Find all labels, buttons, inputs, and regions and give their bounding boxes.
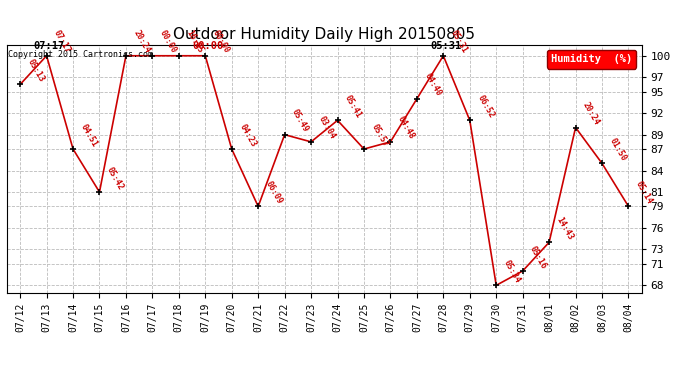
Text: 05:13: 05:13 (26, 57, 46, 84)
Text: 07:17: 07:17 (34, 41, 65, 51)
Text: 05:14: 05:14 (634, 180, 654, 206)
Text: 16:05: 16:05 (184, 29, 205, 55)
Text: 14:43: 14:43 (555, 215, 575, 242)
Text: 04:40: 04:40 (422, 72, 443, 98)
Text: 07:17: 07:17 (52, 29, 72, 55)
Text: 04:23: 04:23 (237, 122, 257, 148)
Text: 00:00: 00:00 (193, 41, 224, 51)
Title: Outdoor Humidity Daily High 20150805: Outdoor Humidity Daily High 20150805 (173, 27, 475, 42)
Text: 06:09: 06:09 (264, 180, 284, 206)
Text: 05:31: 05:31 (449, 29, 469, 55)
Text: 04:48: 04:48 (396, 115, 416, 141)
Text: 20:24: 20:24 (132, 29, 152, 55)
Legend: Humidity  (%): Humidity (%) (547, 50, 636, 69)
Text: 05:57: 05:57 (370, 122, 390, 148)
Text: 05:42: 05:42 (105, 165, 126, 191)
Text: 01:50: 01:50 (608, 136, 628, 163)
Text: 03:04: 03:04 (317, 115, 337, 141)
Text: 00:00: 00:00 (211, 29, 231, 55)
Text: 05:49: 05:49 (290, 108, 310, 134)
Text: 06:52: 06:52 (475, 93, 495, 120)
Text: 05:34: 05:34 (502, 258, 522, 285)
Text: 00:00: 00:00 (158, 29, 178, 55)
Text: 05:31: 05:31 (431, 41, 462, 51)
Text: Copyright 2015 Cartronics.com: Copyright 2015 Cartronics.com (8, 50, 153, 59)
Text: 05:41: 05:41 (343, 93, 364, 120)
Text: 20:24: 20:24 (581, 100, 602, 127)
Text: 04:51: 04:51 (79, 122, 99, 148)
Text: 05:16: 05:16 (529, 244, 549, 270)
